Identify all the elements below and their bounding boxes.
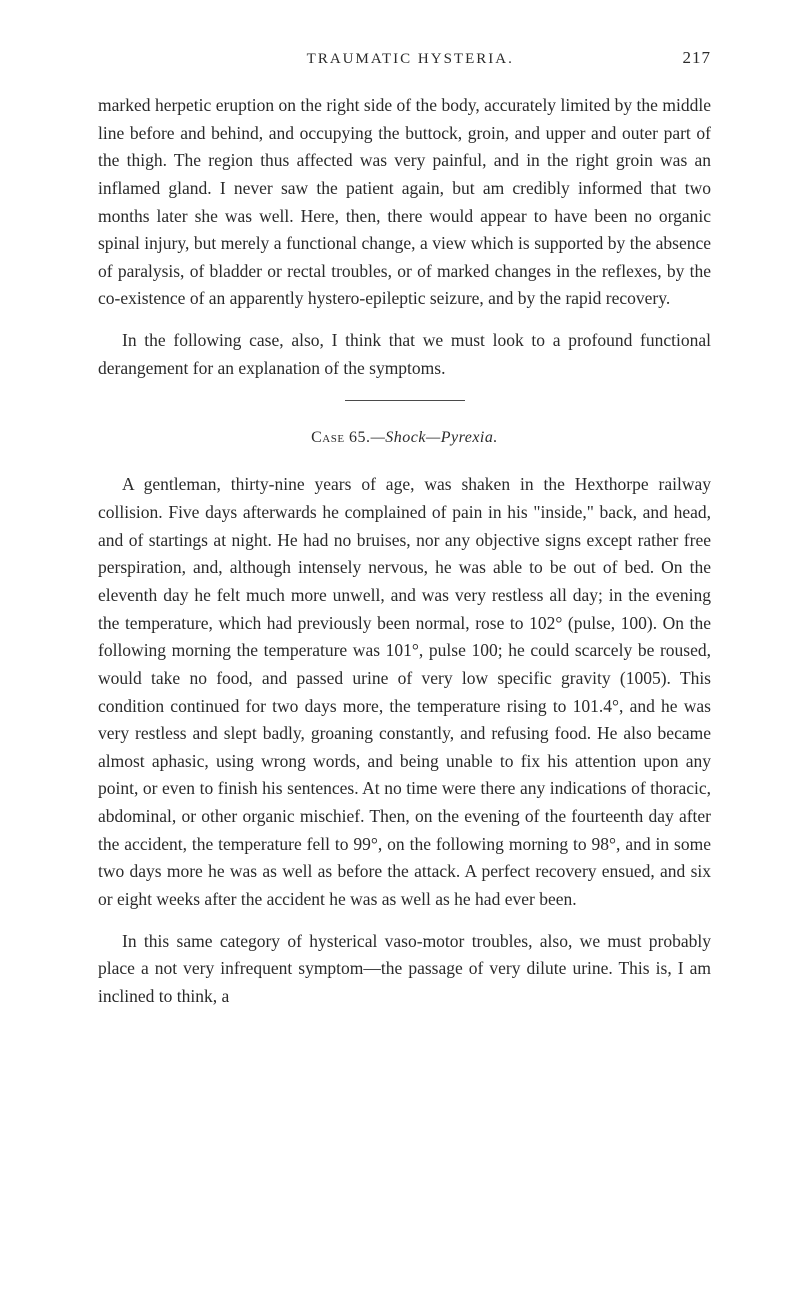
case-label: Case 65.: [311, 429, 370, 446]
section-divider: [345, 400, 465, 401]
paragraph-1: marked herpetic eruption on the right si…: [98, 92, 711, 313]
page-header: TRAUMATIC HYSTERIA. 217: [98, 48, 711, 68]
paragraph-4: In this same category of hysterical vaso…: [98, 928, 711, 1011]
running-head: TRAUMATIC HYSTERIA.: [138, 51, 683, 68]
page-number: 217: [683, 48, 712, 68]
case-title: Case 65.—Shock—Pyrexia.: [98, 429, 711, 447]
case-description: —Shock—Pyrexia.: [371, 429, 498, 446]
paragraph-3: A gentleman, thirty-nine years of age, w…: [98, 471, 711, 913]
paragraph-2: In the following case, also, I think tha…: [98, 327, 711, 382]
